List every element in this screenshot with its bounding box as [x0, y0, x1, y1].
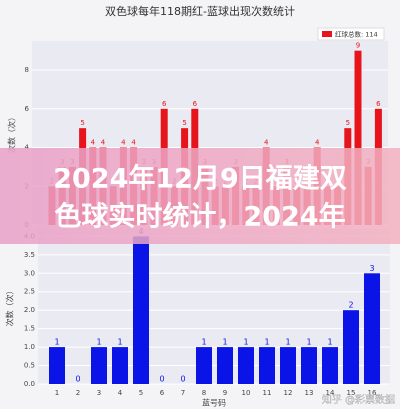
x-tick-label: 4: [118, 389, 123, 397]
data-label: 4: [101, 139, 106, 147]
x-tick-label: 14: [326, 389, 335, 397]
y-axis-label: 次数（次）: [7, 113, 17, 153]
data-label: 1: [264, 338, 269, 347]
data-label: 4: [131, 139, 136, 147]
x-tick-label: 9: [223, 389, 227, 397]
data-label: 2: [348, 301, 353, 310]
y-tick-label: 0.5: [24, 362, 35, 370]
x-tick-label: 8: [202, 389, 206, 397]
bar: [280, 347, 296, 384]
y-tick-label: 2.5: [24, 288, 35, 296]
y-tick-label: 1.5: [24, 325, 35, 333]
bar: [301, 347, 317, 384]
banner-line: 色球实时统计，2024年: [54, 201, 345, 233]
x-tick-label: 6: [160, 389, 165, 397]
data-label: 6: [193, 100, 198, 108]
data-label: 1: [285, 338, 290, 347]
data-label: 0: [159, 375, 164, 384]
x-tick-label: 3: [97, 389, 101, 397]
y-tick-label: 6: [25, 105, 30, 113]
bar: [49, 347, 65, 384]
data-label: 1: [117, 338, 122, 347]
data-label: 5: [346, 119, 350, 127]
data-label: 3: [369, 264, 374, 273]
x-tick-label: 13: [305, 389, 314, 397]
data-label: 1: [243, 338, 248, 347]
bar: [217, 347, 233, 384]
data-label: 1: [96, 338, 101, 347]
data-label: 0: [75, 375, 80, 384]
data-label: 5: [80, 119, 84, 127]
x-tick-label: 10: [242, 389, 251, 397]
data-label: 1: [327, 338, 332, 347]
x-axis-label: 蓝号码: [202, 398, 226, 408]
y-tick-label: 2.0: [24, 306, 35, 314]
x-tick-label: 7: [181, 389, 185, 397]
data-label: 4: [264, 139, 269, 147]
watermark: 知乎 @彩票数据: [322, 393, 395, 406]
bar: [364, 273, 380, 384]
y-tick-label: 0.0: [24, 380, 35, 388]
x-tick-label: 5: [139, 389, 143, 397]
y-tick-label: 4: [25, 144, 30, 152]
bar: [112, 347, 128, 384]
bar: [91, 347, 107, 384]
data-label: 6: [376, 100, 381, 108]
y-tick-label: 1.0: [24, 343, 35, 351]
x-tick-label: 2: [76, 389, 80, 397]
data-label: 9: [356, 42, 360, 50]
x-tick-label: 1: [55, 389, 59, 397]
bar: [238, 347, 254, 384]
data-label: 4: [91, 139, 96, 147]
banner-line: 2024年12月9日福建双: [53, 163, 347, 195]
legend-swatch: [322, 31, 332, 37]
x-tick-label: 12: [284, 389, 293, 397]
data-label: 4: [121, 139, 126, 147]
bar: [259, 347, 275, 384]
data-label: 1: [54, 338, 59, 347]
data-label: 1: [306, 338, 311, 347]
x-tick-label: 16: [368, 389, 377, 397]
y-axis-label: 次数（次）: [5, 287, 15, 327]
data-label: 1: [201, 338, 206, 347]
data-label: 4: [315, 139, 320, 147]
bar: [322, 347, 338, 384]
legend-box: [317, 27, 385, 41]
data-label: 0: [180, 375, 185, 384]
bar: [196, 347, 212, 384]
x-tick-label: 15: [347, 389, 356, 397]
y-tick-label: 3.0: [24, 269, 35, 277]
data-label: 5: [182, 119, 186, 127]
chart-title: 双色球每年118期红-蓝球出现次数统计: [105, 4, 295, 18]
y-tick-label: 3.5: [24, 251, 35, 259]
data-label: 6: [162, 100, 167, 108]
banner-bg: [0, 148, 400, 244]
bar: [343, 310, 359, 384]
bar: [354, 50, 362, 226]
legend-label: 红球总数: 114: [335, 30, 378, 39]
bar: [133, 236, 149, 384]
data-label: 1: [222, 338, 227, 347]
y-tick-label: 8: [25, 66, 29, 74]
x-tick-label: 11: [263, 389, 272, 397]
